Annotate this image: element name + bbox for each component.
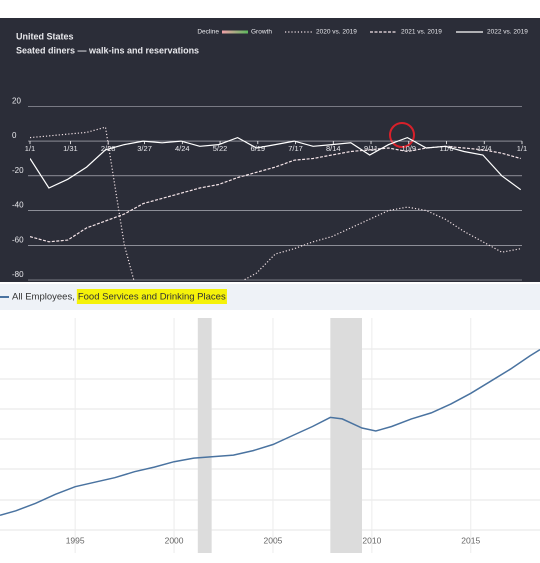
y-tick-label: -80 (12, 270, 24, 279)
annotation-circle (389, 122, 415, 148)
legend-swatch (222, 30, 248, 34)
series-line (30, 145, 521, 243)
grid (0, 348, 540, 531)
bottom-chart: 1995 2000 2005 2010 2015 (0, 318, 540, 553)
x-tick-label: 6/19 (250, 144, 265, 153)
recession-band (197, 318, 212, 553)
series-line (30, 126, 521, 280)
y-tick-label: -40 (12, 201, 24, 210)
chart-title: United States (16, 31, 74, 41)
x-tick-label: 4/24 (175, 144, 190, 153)
series-line (30, 136, 522, 191)
top-chart: United States Seated diners — walk-ins a… (12, 29, 528, 281)
chart-subtitle: Seated diners — walk-ins and reservation… (16, 45, 199, 55)
x-tick-label: 2000 (165, 535, 184, 545)
x-tick-label: 12/4 (477, 144, 492, 153)
legend-label: Decline (197, 29, 219, 36)
series-line (0, 348, 540, 517)
x-tick-label: 2015 (461, 535, 480, 545)
x-tick-label: 10/9 (401, 144, 416, 153)
legend-label: 2021 vs. 2019 (401, 29, 442, 36)
highlight (76, 289, 227, 304)
x-tick-label: 11/6 (439, 144, 453, 153)
x-tick-label: 2005 (264, 535, 283, 545)
legend-label: Growth (251, 29, 272, 36)
x-tick-label: 1/1 (25, 144, 35, 153)
x-tick-label: 1995 (66, 535, 85, 545)
legend-label: 2022 vs. 2019 (487, 29, 528, 36)
x-tick-label: 1/31 (63, 144, 78, 153)
x-tick-label: 9/11 (364, 144, 378, 153)
x-tick-label: 8/14 (326, 144, 341, 153)
legend-label: 2020 vs. 2019 (316, 29, 357, 36)
x-tick-label: 1/1 (517, 144, 527, 153)
x-tick-label: 2010 (362, 535, 381, 545)
x-tick-label: 3/27 (137, 144, 152, 153)
y-tick-label: 0 (12, 131, 17, 140)
chart-title: Food Services and Drinking Places (78, 292, 226, 303)
y-tick-label: -20 (12, 166, 24, 175)
recession-band (330, 318, 362, 553)
y-tick-label: -60 (12, 235, 24, 244)
top-panel (0, 18, 540, 282)
y-tick-label: 20 (12, 96, 21, 105)
chart-title: All Employees, (12, 292, 75, 303)
x-tick-label: 5/22 (213, 144, 228, 153)
x-tick-label: 7/17 (288, 144, 303, 153)
